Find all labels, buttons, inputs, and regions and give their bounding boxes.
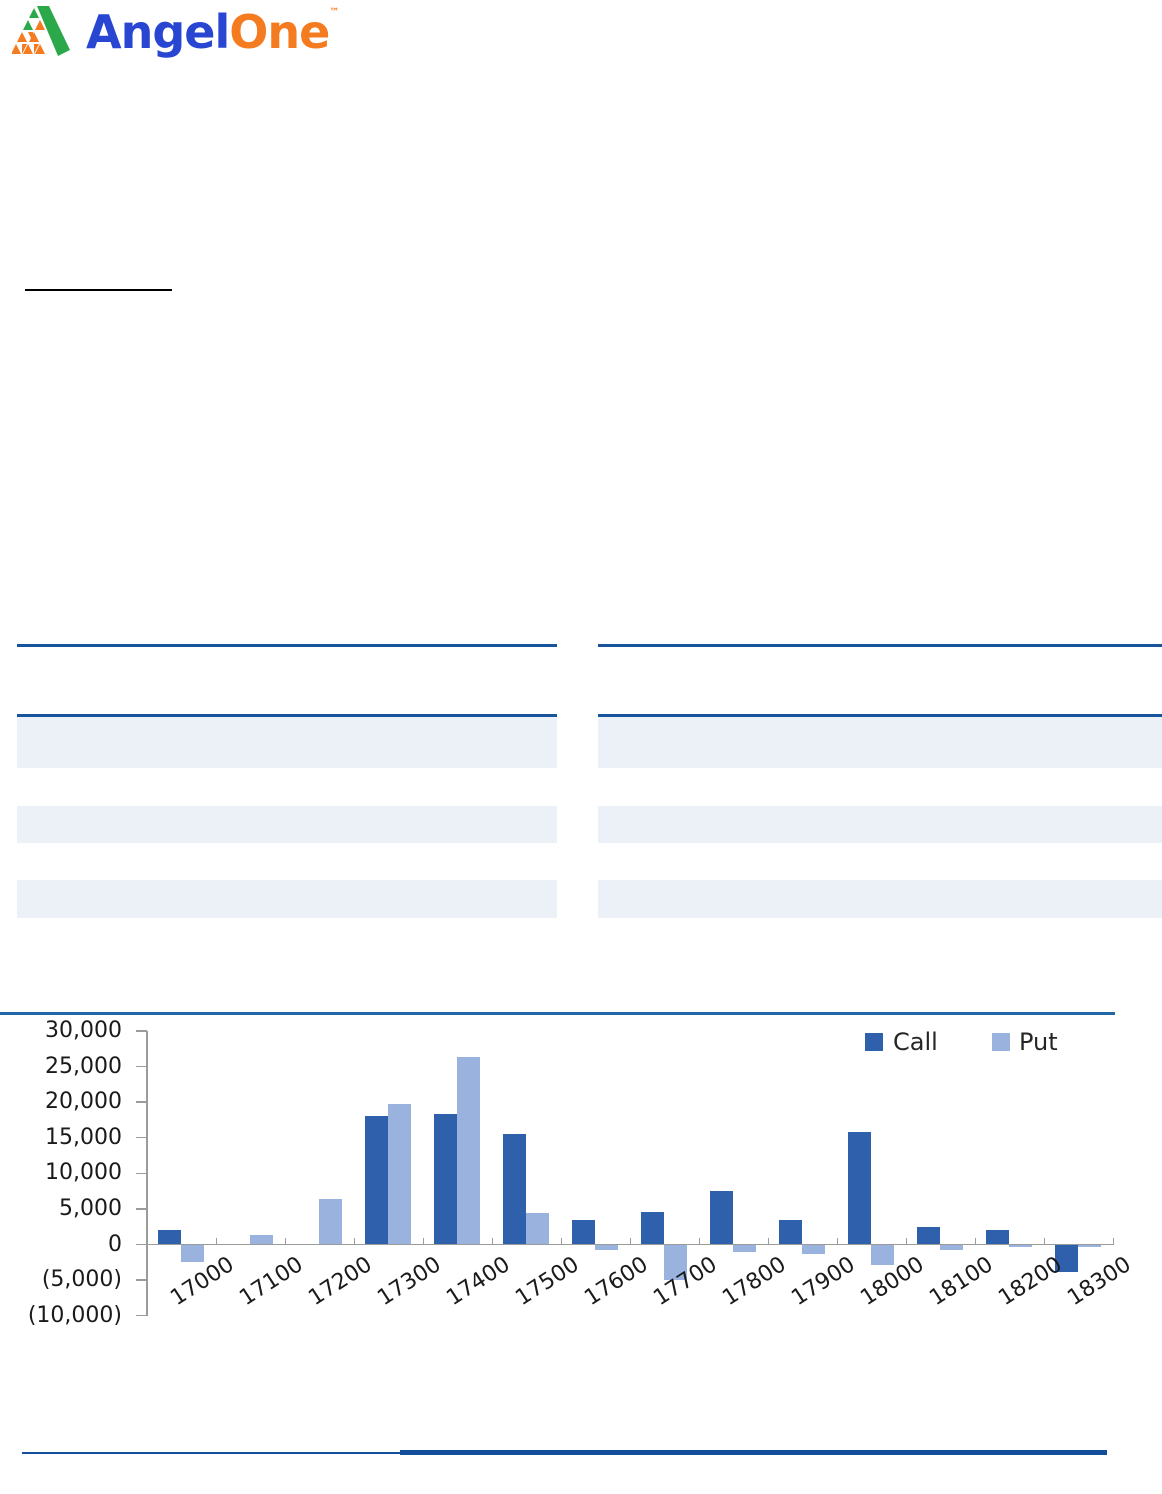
x-tick <box>423 1237 425 1245</box>
brand-wordmark: AngelOne™ <box>86 5 339 59</box>
left-table-row <box>17 880 557 918</box>
y-tick <box>136 1136 147 1139</box>
legend-put-swatch <box>992 1033 1010 1051</box>
brand-angel: Angel <box>86 5 230 59</box>
put-bar-17500 <box>526 1213 549 1245</box>
put-bar-17900 <box>802 1245 825 1254</box>
call-bar-18000 <box>848 1132 871 1245</box>
put-bar-18300 <box>1078 1245 1101 1247</box>
put-bar-17700 <box>664 1245 687 1281</box>
call-bar-18100 <box>917 1226 940 1245</box>
right-table-header-rule <box>598 714 1162 717</box>
y-tick <box>136 1065 147 1068</box>
put-bar-17100 <box>250 1235 273 1245</box>
right-table-row <box>598 806 1162 843</box>
x-tick <box>1113 1237 1115 1245</box>
call-bar-17500 <box>503 1134 526 1245</box>
trademark-symbol: ™ <box>329 7 339 18</box>
x-tick <box>285 1237 287 1245</box>
x-tick <box>354 1237 356 1245</box>
y-tick-label: 20,000 <box>45 1089 122 1115</box>
x-tick <box>906 1237 908 1245</box>
y-tick <box>136 1279 147 1281</box>
call-bar-17600 <box>572 1220 595 1245</box>
angel-one-logo-icon <box>12 6 70 56</box>
call-bar-17800 <box>710 1191 733 1245</box>
right-table-header-row <box>598 717 1162 768</box>
legend-call-label: Call <box>893 1028 938 1056</box>
x-tick <box>561 1237 563 1245</box>
brand-one: One <box>229 5 330 59</box>
y-tick-label: 10,000 <box>45 1160 122 1186</box>
put-bar-17800 <box>733 1245 756 1253</box>
call-bar-17000 <box>158 1230 181 1245</box>
put-bar-17200 <box>319 1198 342 1245</box>
x-tick <box>630 1237 632 1245</box>
y-tick-label: 0 <box>108 1231 122 1257</box>
heading-underline <box>25 289 172 291</box>
left-table-header-rule <box>17 714 557 717</box>
y-tick <box>136 1314 147 1317</box>
angel-one-logo: AngelOne™ <box>12 5 339 59</box>
y-tick <box>136 1030 147 1032</box>
call-bar-18200 <box>986 1229 1009 1245</box>
y-tick-label: 25,000 <box>45 1053 122 1079</box>
right-table-top-rule <box>598 644 1162 647</box>
y-tick <box>136 1208 147 1210</box>
y-tick-label: (5,000) <box>41 1267 122 1293</box>
x-tick <box>837 1237 839 1245</box>
put-bar-17000 <box>181 1245 204 1262</box>
x-tick <box>975 1237 977 1245</box>
x-tick <box>1044 1237 1046 1245</box>
y-tick-label: 5,000 <box>59 1195 122 1221</box>
legend-put-label: Put <box>1019 1028 1058 1056</box>
y-tick <box>136 1243 147 1246</box>
x-tick <box>699 1237 701 1245</box>
call-bar-17900 <box>779 1219 802 1245</box>
call-bar-17300 <box>365 1116 388 1245</box>
x-tick <box>492 1237 494 1245</box>
left-table-row <box>17 806 557 843</box>
put-bar-17400 <box>457 1057 480 1245</box>
y-tick <box>136 1172 147 1175</box>
legend-call-swatch <box>865 1033 883 1051</box>
call-bar-17700 <box>641 1211 664 1245</box>
y-tick-label: 30,000 <box>45 1017 122 1043</box>
y-tick-label: (10,000) <box>27 1302 122 1328</box>
put-bar-18100 <box>940 1245 963 1250</box>
y-tick-label: 15,000 <box>45 1124 122 1150</box>
put-bar-17600 <box>595 1245 618 1250</box>
x-tick <box>216 1237 218 1245</box>
call-bar-18300 <box>1055 1245 1078 1273</box>
right-table-row <box>598 880 1162 918</box>
left-table-header-row <box>17 717 557 768</box>
oi-chart: Call Put 30,000 25,000 20,000 15,000 10,000 5… <box>0 1012 1162 1372</box>
section-divider <box>0 1012 1115 1015</box>
footer-rule-thick <box>400 1450 1107 1455</box>
y-tick <box>136 1101 147 1103</box>
put-bar-18200 <box>1009 1245 1032 1248</box>
call-bar-17400 <box>434 1114 457 1245</box>
put-bar-18000 <box>871 1245 894 1265</box>
x-tick <box>768 1237 770 1245</box>
put-bar-17300 <box>388 1103 411 1245</box>
footer-rule-thin <box>22 1452 400 1454</box>
plot-area: 30,000 25,000 20,000 15,000 10,000 5,000 0 (5,0… <box>0 1012 1162 1372</box>
left-table-top-rule <box>17 644 557 647</box>
